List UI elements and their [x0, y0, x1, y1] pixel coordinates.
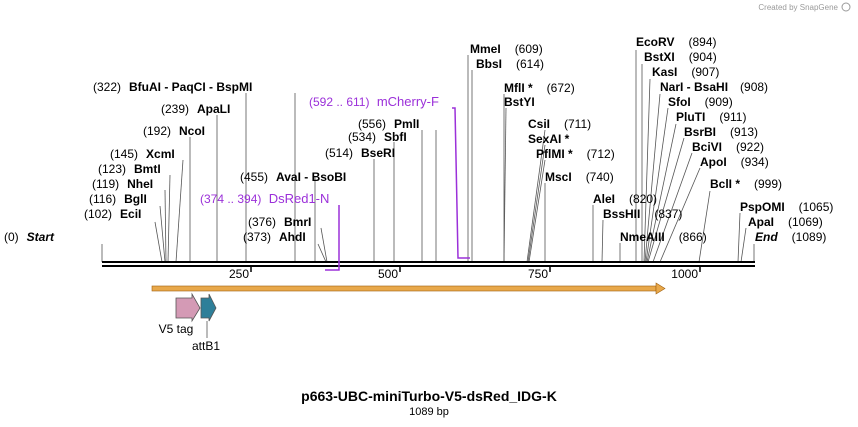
- feature-attb1[interactable]: attB1: [192, 293, 220, 353]
- plasmid-title: p663-UBC-miniTurbo-V5-dsRed_IDG-K: [301, 388, 557, 404]
- ruler-tick-label: 750: [528, 267, 548, 281]
- ruler: 250 500 750 1000: [229, 266, 701, 281]
- ruler-tick-label: 1000: [671, 267, 698, 281]
- primer-mcherry-f[interactable]: (592 .. 611) mCherry-F: [309, 94, 470, 259]
- orf-arrow[interactable]: [151, 282, 666, 295]
- site-label[interactable]: SexAI *: [528, 132, 570, 146]
- site-label[interactable]: (123) BmtI: [98, 162, 161, 176]
- backbone: [102, 261, 755, 267]
- site-labels-left: (0) Start (102) EciI (116) BglI (119) NheI (…: [4, 80, 419, 244]
- feature-v5-tag[interactable]: V5 tag: [159, 292, 201, 336]
- ruler-tick-label: 250: [229, 267, 249, 281]
- snapgene-logo-icon: [841, 2, 851, 12]
- primer-label-mcherry-f: (592 .. 611) mCherry-F: [309, 94, 439, 109]
- site-label[interactable]: (322) BfuAI - PaqCI - BspMI: [93, 80, 252, 94]
- site-label[interactable]: KasI (907): [652, 65, 719, 79]
- credit-text: Created by SnapGene: [758, 3, 838, 12]
- site-label[interactable]: MscI (740): [545, 170, 614, 184]
- site-label[interactable]: (239) ApaLI: [161, 102, 230, 116]
- feature-label-v5-tag: V5 tag: [159, 322, 194, 336]
- site-label[interactable]: (145) XcmI: [110, 147, 175, 161]
- site-label[interactable]: (192) NcoI: [143, 124, 205, 138]
- site-label[interactable]: (556) PmlI: [358, 117, 419, 131]
- site-label[interactable]: EcoRV (894): [636, 35, 716, 49]
- site-leader-lines: [101, 50, 755, 263]
- site-label[interactable]: (119) NheI: [92, 177, 153, 191]
- site-label[interactable]: PspOMI (1065): [740, 200, 833, 214]
- site-label[interactable]: BstYI: [504, 95, 535, 109]
- plasmid-length: 1089 bp: [409, 406, 449, 418]
- primer-dsred1-n[interactable]: (374 .. 394) DsRed1-N: [200, 191, 340, 271]
- site-label[interactable]: PflMI * (712): [536, 147, 615, 161]
- site-label[interactable]: (455) AvaI - BsoBI: [240, 170, 346, 184]
- site-labels-middle: MmeI (609) BbsI (614) MflI * (672) BstYI Cs…: [470, 42, 707, 244]
- site-label[interactable]: (514) BseRI: [325, 146, 395, 160]
- site-label[interactable]: NmeAIII (866): [620, 230, 707, 244]
- site-label[interactable]: ApaI (1069): [748, 215, 823, 229]
- site-label[interactable]: (373) AhdI: [243, 230, 306, 244]
- site-label[interactable]: AleI (820): [593, 192, 657, 206]
- site-label: (0) Start: [4, 230, 55, 244]
- site-label[interactable]: MflI * (672): [504, 81, 575, 95]
- primer-label-dsred1-n: (374 .. 394) DsRed1-N: [200, 191, 329, 206]
- site-label[interactable]: (534) SbfI: [348, 130, 407, 144]
- site-label[interactable]: MmeI (609): [470, 42, 543, 56]
- ruler-tick-label: 500: [378, 267, 398, 281]
- site-label[interactable]: NarI - BsaHI (908): [660, 80, 768, 94]
- site-label[interactable]: (102) EciI: [84, 207, 141, 221]
- site-label: End (1089): [755, 230, 826, 244]
- site-label[interactable]: BbsI (614): [476, 57, 544, 71]
- site-label[interactable]: (376) BmrI: [248, 215, 311, 229]
- site-labels-right: EcoRV (894) BstXI (904) KasI (907) NarI - B…: [636, 35, 833, 244]
- site-label[interactable]: SfoI (909): [668, 95, 733, 109]
- site-label[interactable]: ApoI (934): [700, 155, 769, 169]
- site-label[interactable]: BclI * (999): [710, 177, 782, 191]
- feature-label-attb1: attB1: [192, 339, 220, 353]
- site-label[interactable]: BsrBI (913): [684, 125, 758, 139]
- site-label[interactable]: (116) BglI: [89, 192, 147, 206]
- site-label[interactable]: PluTI (911): [676, 110, 746, 124]
- site-label[interactable]: BciVI (922): [692, 140, 764, 154]
- site-label[interactable]: BstXI (904): [644, 50, 717, 64]
- site-label[interactable]: BssHII (837): [603, 207, 682, 221]
- site-label[interactable]: CsiI (711): [528, 117, 591, 131]
